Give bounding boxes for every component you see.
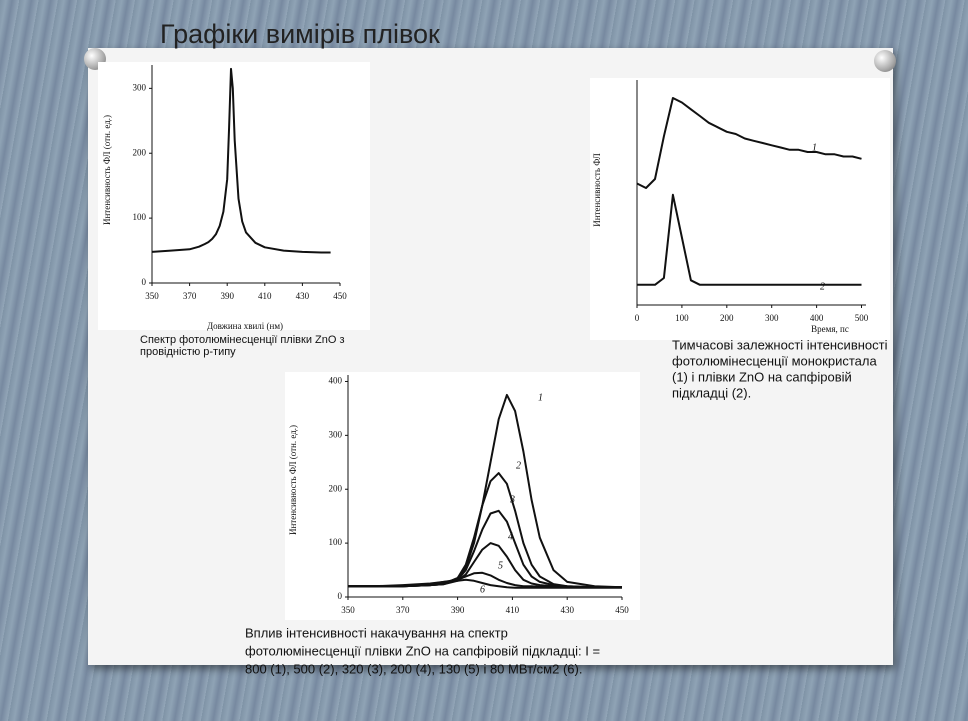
y-tick-label: 200 bbox=[329, 483, 343, 493]
line-series bbox=[636, 97, 862, 189]
curve-label: 3 bbox=[509, 494, 515, 505]
slide-title: Графіки вимірів плівок bbox=[160, 19, 440, 49]
x-tick-label: 370 bbox=[396, 605, 410, 615]
line-series bbox=[348, 542, 622, 589]
caption: провідністю р-типу bbox=[140, 346, 236, 358]
x-tick-label: 100 bbox=[675, 313, 689, 323]
y-tick-label: 0 bbox=[142, 277, 147, 287]
y-tick-label: 300 bbox=[133, 82, 147, 92]
x-axis-label: Время, пс bbox=[811, 324, 849, 334]
x-tick-label: 430 bbox=[560, 605, 574, 615]
curve-label: 4 bbox=[508, 531, 513, 542]
curve-label: 1 bbox=[812, 142, 817, 153]
y-axis-label: Интенсивность ФЛ (отн. ед.) bbox=[288, 425, 298, 535]
y-axis-label: Интенсивность ФЛ (отн. ед.) bbox=[102, 115, 112, 225]
caption: фотолюмінесценції монокристала bbox=[672, 353, 877, 368]
line-series bbox=[637, 193, 862, 286]
y-tick-label: 300 bbox=[329, 429, 343, 439]
x-tick-label: 0 bbox=[635, 313, 640, 323]
curve-label: 6 bbox=[480, 584, 485, 595]
y-tick-label: 100 bbox=[133, 212, 147, 222]
curve-label: 1 bbox=[538, 392, 543, 403]
caption: Вплив інтенсивності накачування на спект… bbox=[245, 625, 508, 640]
x-axis-label: Довжина хвилі (нм) bbox=[207, 321, 283, 331]
x-tick-label: 450 bbox=[615, 605, 629, 615]
caption: фотолюмінесценції плівки ZnO на сапфіров… bbox=[245, 643, 600, 658]
x-tick-label: 410 bbox=[506, 605, 520, 615]
x-tick-label: 390 bbox=[220, 291, 234, 301]
y-tick-label: 0 bbox=[338, 591, 343, 601]
curve-label: 2 bbox=[516, 460, 521, 471]
x-tick-label: 450 bbox=[333, 291, 347, 301]
x-tick-label: 300 bbox=[765, 313, 779, 323]
caption: (1) і плівки ZnO на сапфіровій bbox=[672, 369, 852, 384]
curve-label: 2 bbox=[820, 281, 825, 292]
line-series bbox=[151, 67, 331, 254]
caption: Спектр фотолюмінесценції плівки ZnO з bbox=[140, 334, 345, 346]
y-tick-label: 100 bbox=[329, 537, 343, 547]
pin bbox=[874, 50, 896, 72]
caption: Тимчасові залежності інтенсивності bbox=[672, 337, 888, 352]
x-tick-label: 200 bbox=[720, 313, 734, 323]
x-tick-label: 400 bbox=[810, 313, 824, 323]
x-tick-label: 430 bbox=[296, 291, 310, 301]
y-tick-label: 400 bbox=[329, 376, 343, 386]
curve-label: 5 bbox=[498, 560, 503, 571]
x-tick-label: 410 bbox=[258, 291, 272, 301]
figure-panel bbox=[285, 372, 640, 620]
line-series bbox=[348, 578, 622, 589]
x-tick-label: 500 bbox=[855, 313, 869, 323]
figure-panel bbox=[590, 78, 890, 340]
x-tick-label: 350 bbox=[145, 291, 159, 301]
y-tick-label: 200 bbox=[133, 147, 147, 157]
caption: підкладці (2). bbox=[672, 385, 751, 400]
x-tick-label: 350 bbox=[341, 605, 355, 615]
y-axis-label: Интенсивность ФЛ bbox=[592, 153, 602, 226]
caption: 800 (1), 500 (2), 320 (3), 200 (4), 130 … bbox=[245, 661, 582, 676]
x-tick-label: 390 bbox=[451, 605, 465, 615]
x-tick-label: 370 bbox=[183, 291, 197, 301]
